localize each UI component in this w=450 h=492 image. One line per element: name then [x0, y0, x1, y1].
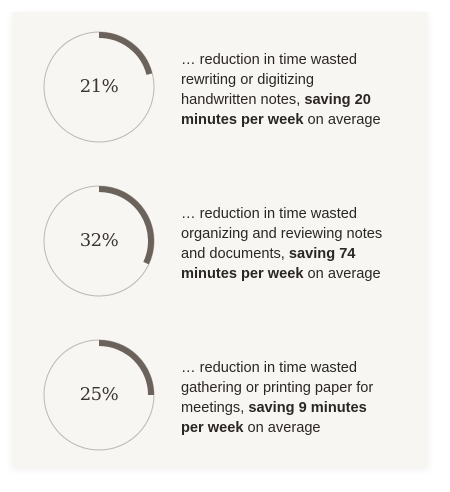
- stat-text-before: … reduction in time wasted gathering or …: [181, 360, 374, 416]
- stat-text-before: … reduction in time wasted rewriting or …: [181, 52, 358, 108]
- progress-ring: [40, 182, 158, 300]
- progress-ring-arc: [98, 340, 154, 396]
- percent-label: 32%: [79, 230, 119, 251]
- stat-text-before: … reduction in time wasted organizing an…: [181, 206, 383, 262]
- stat-text-after: on average: [303, 266, 381, 282]
- stat-text-bold: saving 20 minutes per week: [181, 92, 371, 128]
- progress-ring: [40, 336, 158, 454]
- stat-text-bold: saving 9 minutes per week: [181, 400, 367, 436]
- progress-ring-svg: [43, 339, 155, 451]
- percent-label: 25%: [79, 384, 119, 405]
- progress-ring-arc: [98, 32, 153, 75]
- progress-ring-arc: [98, 186, 154, 265]
- stats-card: 21% … reduction in time wasted rewriting…: [12, 12, 428, 468]
- stat-description: … reduction in time wasted rewriting or …: [181, 50, 391, 130]
- stat-item-meetings: 25% … reduction in time wasted gathering…: [12, 336, 428, 466]
- stat-item-documents: 32% … reduction in time wasted organizin…: [12, 182, 428, 312]
- stat-description: … reduction in time wasted organizing an…: [181, 204, 391, 284]
- progress-ring-svg: [43, 31, 155, 143]
- progress-ring-svg: [43, 185, 155, 297]
- stat-text-after: on average: [303, 112, 381, 128]
- stat-item-notes: 21% … reduction in time wasted rewriting…: [12, 28, 428, 158]
- stat-text-bold: saving 74 minutes per week: [181, 246, 356, 282]
- percent-label: 21%: [79, 76, 119, 97]
- stat-description: … reduction in time wasted gathering or …: [181, 358, 391, 438]
- progress-ring: [40, 28, 158, 146]
- stat-text-after: on average: [243, 420, 321, 436]
